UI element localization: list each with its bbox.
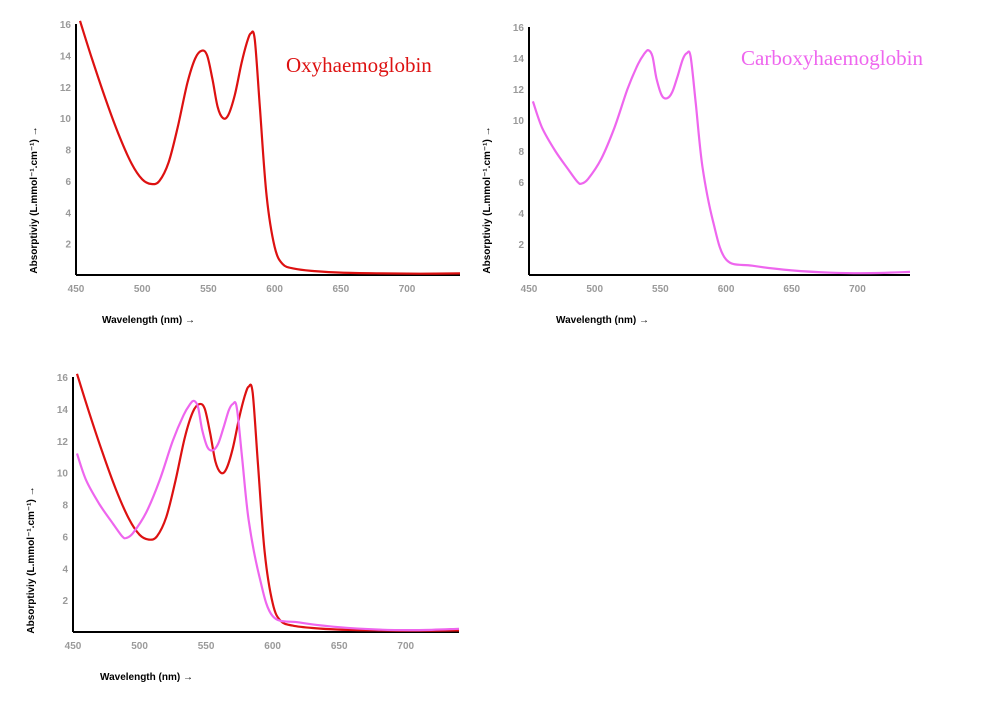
- x-tick-label: 450: [521, 284, 538, 295]
- y-axis-label: Absorptiviy (L.mmol⁻¹.cm⁻¹) →: [482, 126, 493, 273]
- y-tick-label: 4: [518, 209, 524, 220]
- y-tick-label: 12: [57, 437, 69, 448]
- y-tick-label: 14: [57, 405, 69, 416]
- y-tick-label: 12: [60, 83, 72, 94]
- carboxyhaemoglobin-chart: 450 500 550 600 650 700 2 4 6 8 10 12 14 16 Wavelength…: [482, 23, 911, 326]
- x-tick-label: 700: [849, 284, 866, 295]
- x-tick-label: 600: [264, 641, 281, 652]
- y-tick-label: 12: [513, 85, 525, 96]
- y-axis-label: Absorptiviy (L.mmol⁻¹.cm⁻¹) →: [26, 486, 37, 633]
- y-tick-label: 10: [60, 114, 72, 125]
- x-tick-label: 500: [586, 284, 603, 295]
- x-tick-label: 600: [266, 284, 283, 295]
- x-tick-label: 600: [718, 284, 735, 295]
- y-tick-label: 4: [65, 208, 71, 219]
- y-tick-label: 6: [65, 177, 71, 188]
- y-tick-label: 4: [62, 564, 68, 575]
- carboxyhaemoglobin-title: Carboxyhaemoglobin: [741, 46, 923, 70]
- oxyhaemoglobin-series-line: [75, 373, 460, 632]
- y-tick-label: 10: [57, 469, 69, 480]
- y-axis-label: Absorptiviy (L.mmol⁻¹.cm⁻¹) →: [29, 126, 40, 273]
- oxyhaemoglobin-title: Oxyhaemoglobin: [286, 53, 432, 77]
- y-tick-label: 16: [513, 23, 525, 34]
- x-tick-label: 650: [332, 284, 349, 295]
- x-tick-label: 500: [134, 284, 151, 295]
- y-tick-label: 10: [513, 116, 525, 127]
- x-axis-label: Wavelength (nm) →: [100, 672, 193, 683]
- y-tick-label: 8: [62, 501, 68, 512]
- y-tick-label: 14: [60, 51, 72, 62]
- y-tick-label: 8: [65, 146, 71, 157]
- oxyhaemoglobin-chart: 450 500 550 600 650 700 2 4 6 8 10 12 14 16 Wavelength…: [29, 20, 461, 326]
- x-axis-label: Wavelength (nm) →: [556, 315, 649, 326]
- x-tick-label: 450: [68, 284, 85, 295]
- y-tick-label: 14: [513, 54, 525, 65]
- x-tick-label: 550: [652, 284, 669, 295]
- x-tick-label: 650: [783, 284, 800, 295]
- x-tick-label: 700: [397, 641, 414, 652]
- oxyhaemoglobin-series-line: [78, 20, 461, 275]
- y-tick-label: 16: [57, 373, 69, 384]
- x-tick-label: 650: [331, 641, 348, 652]
- x-axis-label: Wavelength (nm) →: [102, 315, 195, 326]
- x-tick-label: 700: [399, 284, 416, 295]
- x-tick-label: 450: [65, 641, 82, 652]
- y-tick-label: 6: [518, 178, 524, 189]
- y-tick-label: 2: [62, 596, 68, 607]
- x-tick-label: 550: [200, 284, 217, 295]
- y-tick-label: 2: [518, 240, 524, 251]
- y-tick-label: 6: [62, 532, 68, 543]
- carboxyhaemoglobin-series-line: [75, 399, 460, 632]
- carboxyhaemoglobin-series-line: [531, 49, 911, 275]
- x-tick-label: 550: [198, 641, 215, 652]
- y-tick-label: 2: [65, 240, 71, 251]
- y-tick-label: 16: [60, 20, 72, 31]
- y-tick-label: 8: [518, 147, 524, 158]
- combined-chart: 450 500 550 600 650 700 2 4 6 8 10 12 14 16 Wavelength…: [26, 373, 460, 683]
- x-tick-label: 500: [131, 641, 148, 652]
